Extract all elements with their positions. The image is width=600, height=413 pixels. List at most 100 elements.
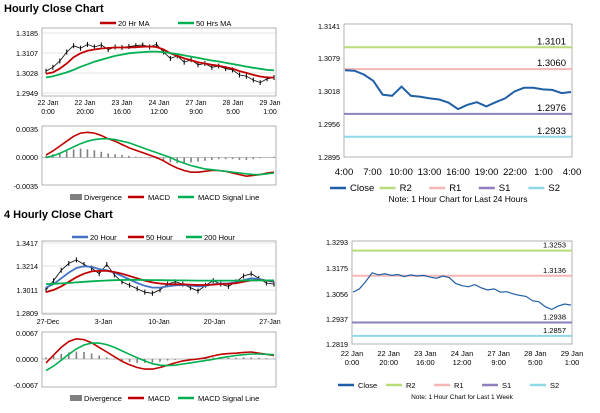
fourhourly-pivots-x-tick-label: 22 Jan bbox=[341, 349, 364, 358]
fourhourly-pivots-x-tick-label: 1:00 bbox=[565, 358, 580, 367]
hourly-price-ma50-line bbox=[45, 50, 275, 79]
fourhourly-pivots-close-line bbox=[352, 272, 572, 311]
fourhourly-pivots-x-tick-label: 20:00 bbox=[379, 358, 398, 367]
fourhourly-price-legend-label: 50 Hour bbox=[146, 233, 173, 242]
hourly-pivots-y-tick-label: 1.2895 bbox=[318, 153, 340, 162]
fourhourly-price-x-tick-label: 20-Jan bbox=[204, 319, 226, 326]
fourhourly-price-y-tick-label: 1.2809 bbox=[16, 309, 38, 318]
hourly-section-title: Hourly Close Chart bbox=[4, 3, 104, 15]
fourhourly-pivots-x-tick-label: 9:00 bbox=[491, 358, 506, 367]
fourhourly-pivots-legend-label: S1 bbox=[502, 381, 511, 390]
hourly-price-x-tick-label: 22 Jan bbox=[74, 100, 95, 107]
hourly-price-x-tick-label: 27 Jan bbox=[185, 100, 206, 107]
hourly-price-plot-frame bbox=[41, 27, 277, 97]
fourhourly-macd-legend-label: MACD bbox=[148, 394, 171, 403]
fourhourly-pivots-y-tick-label: 1.3293 bbox=[326, 238, 348, 247]
hourly-pivots-s2-level-label: 1.2933 bbox=[537, 126, 566, 137]
fourhourly-pivots-x-tick-label: 28 Jan bbox=[524, 349, 547, 358]
hourly-macd-legend-label: MACD bbox=[148, 193, 171, 202]
hourly-pivots-r1-level-label: 1.3060 bbox=[537, 58, 566, 69]
hourly-macd-y-tick-label: 0.0035 bbox=[16, 125, 38, 134]
fourhourly-pivots-note: Note: 1 Hour Chart for Last 1 Week bbox=[411, 394, 514, 401]
hourly-pivots-x-tick-label: 19:00 bbox=[475, 167, 499, 178]
hourly-pivots-close-line bbox=[344, 69, 572, 111]
hourly-macd-y-tick-label: 0.0000 bbox=[16, 153, 38, 162]
hourly-price-x-tick-label: 9:00 bbox=[189, 109, 203, 116]
fourhourly-macd-y-tick-label: 0.0067 bbox=[16, 329, 38, 338]
fourhourly-macd-legend-label: MACD Signal Line bbox=[198, 394, 259, 403]
hourly-pivots-x-tick-label: 7:00 bbox=[363, 167, 382, 178]
hourly-pivots-x-tick-label: 10:00 bbox=[389, 167, 413, 178]
fourhourly-price-ma20_4h-line bbox=[45, 265, 275, 289]
fourhourly-price-ma200-line bbox=[45, 278, 274, 285]
fourhourly-price-y-tick-label: 1.3214 bbox=[16, 262, 38, 271]
fourhourly-pivots-y-tick-label: 1.3056 bbox=[326, 290, 348, 299]
hourly-pivots-r2-level-label: 1.3101 bbox=[537, 36, 566, 47]
fourhourly-pivots-legend-label: R2 bbox=[406, 381, 416, 390]
fourhourly-pivots-y-tick-label: 1.3175 bbox=[326, 264, 348, 273]
hourly-pivots-legend-label: S1 bbox=[499, 183, 511, 194]
hourly-pivots-legend-label: S2 bbox=[548, 183, 560, 194]
fourhourly-pivots-x-tick-label: 23 Jan bbox=[414, 349, 437, 358]
hourly-pivots-x-tick-label: 13:00 bbox=[418, 167, 442, 178]
hourly-price-y-tick-label: 1.3107 bbox=[16, 49, 38, 58]
fourhourly-pivots-r2-level-label: 1.3253 bbox=[543, 241, 566, 250]
hourly-price-x-tick-label: 29 Jan bbox=[259, 100, 280, 107]
hourly-price-x-tick-label: 24 Jan bbox=[148, 100, 169, 107]
hourly-pivots-y-tick-label: 1.3018 bbox=[318, 87, 340, 96]
fourhourly-pivots-legend-label: R1 bbox=[454, 381, 464, 390]
hourly-price-y-tick-label: 1.3028 bbox=[16, 69, 38, 78]
fourhourly-price-x-tick-label: 27-Dec bbox=[37, 319, 60, 326]
fourhourly-price-x-tick-label: 27-Jan bbox=[259, 319, 281, 326]
hourly-pivots-y-tick-label: 1.3079 bbox=[318, 54, 340, 63]
hourly-price-legend-label: 20 Hr MA bbox=[118, 19, 150, 28]
fourhourly-macd-macd-line bbox=[45, 337, 275, 370]
four-hourly-section-title: 4 Hourly Close Chart bbox=[4, 209, 113, 221]
hourly-macd-macd-line bbox=[45, 131, 275, 178]
hourly-pivots-x-tick-label: 16:00 bbox=[446, 167, 470, 178]
fourhourly-price-plot-frame bbox=[41, 240, 277, 315]
hourly-pivots-legend-label: R2 bbox=[400, 183, 412, 194]
hourly-pivots-y-tick-label: 1.2956 bbox=[318, 120, 340, 129]
fourhourly-pivots-x-tick-label: 24 Jan bbox=[451, 349, 474, 358]
hourly-price-x-tick-label: 23 Jan bbox=[111, 100, 132, 107]
hourly-price-y-tick-label: 1.2949 bbox=[16, 89, 38, 98]
hourly-pivots-note: Note: 1 Hour Chart for Last 24 Hours bbox=[389, 194, 528, 204]
fourhourly-pivots-y-tick-label: 1.2819 bbox=[326, 340, 348, 349]
fourhourly-pivots-r1-level-label: 1.3136 bbox=[543, 266, 566, 275]
fourhourly-price-y-tick-label: 1.3011 bbox=[17, 286, 38, 295]
fourhourly-pivots-x-tick-label: 12:00 bbox=[453, 358, 472, 367]
fourhourly-pivots-x-tick-label: 5:00 bbox=[528, 358, 543, 367]
fourhourly-macd-signal-line bbox=[45, 342, 275, 372]
hourly-price-ma20-line bbox=[45, 45, 274, 79]
fourhourly-macd-y-tick-label: -0.0067 bbox=[14, 381, 38, 390]
fourhourly-pivots-legend-label: Close bbox=[358, 381, 377, 390]
hourly-pivots-legend-label: R1 bbox=[449, 183, 461, 194]
fourhourly-price-x-tick-label: 3-Jan bbox=[95, 319, 113, 326]
fourhourly-pivots-s1-level-label: 1.2938 bbox=[543, 312, 566, 321]
fourhourly-pivots-x-tick-label: 27 Jan bbox=[487, 349, 510, 358]
fourhourly-macd-plot-frame bbox=[41, 331, 277, 388]
fourhourly-pivots-x-tick-label: 22 Jan bbox=[377, 349, 400, 358]
hourly-price-x-tick-label: 0:00 bbox=[41, 109, 55, 116]
fourhourly-macd-y-tick-label: 0.0000 bbox=[16, 355, 38, 364]
hourly-price-y-tick-label: 1.3185 bbox=[16, 29, 38, 38]
hourly-macd-y-tick-label: -0.0035 bbox=[14, 182, 38, 191]
hourly-price-x-tick-label: 12:00 bbox=[150, 109, 168, 116]
hourly-macd-legend-label: Divergence bbox=[84, 193, 122, 202]
hourly-price-x-tick-label: 20:00 bbox=[76, 109, 94, 116]
hourly-pivots-x-tick-label: 1:00 bbox=[534, 167, 553, 178]
fourhourly-macd-legend-label: Divergence bbox=[84, 394, 122, 403]
fourhourly-price-legend-label: 20 Hour bbox=[90, 233, 117, 242]
fourhourly-pivots-s2-level-label: 1.2857 bbox=[543, 326, 566, 335]
fourhourly-price-legend-label: 200 Hour bbox=[204, 233, 235, 242]
hourly-price-x-tick-label: 1:00 bbox=[263, 109, 277, 116]
hourly-price-x-tick-label: 5:00 bbox=[226, 109, 240, 116]
fourhourly-price-x-tick-label: 10-Jan bbox=[148, 319, 170, 326]
hourly-macd-legend-label: MACD Signal Line bbox=[198, 193, 259, 202]
hourly-pivots-legend-label: Close bbox=[350, 183, 374, 194]
hourly-price-x-tick-label: 16:00 bbox=[113, 109, 131, 116]
fourhourly-pivots-x-tick-label: 16:00 bbox=[416, 358, 435, 367]
hourly-macd-plot-frame bbox=[41, 125, 277, 186]
